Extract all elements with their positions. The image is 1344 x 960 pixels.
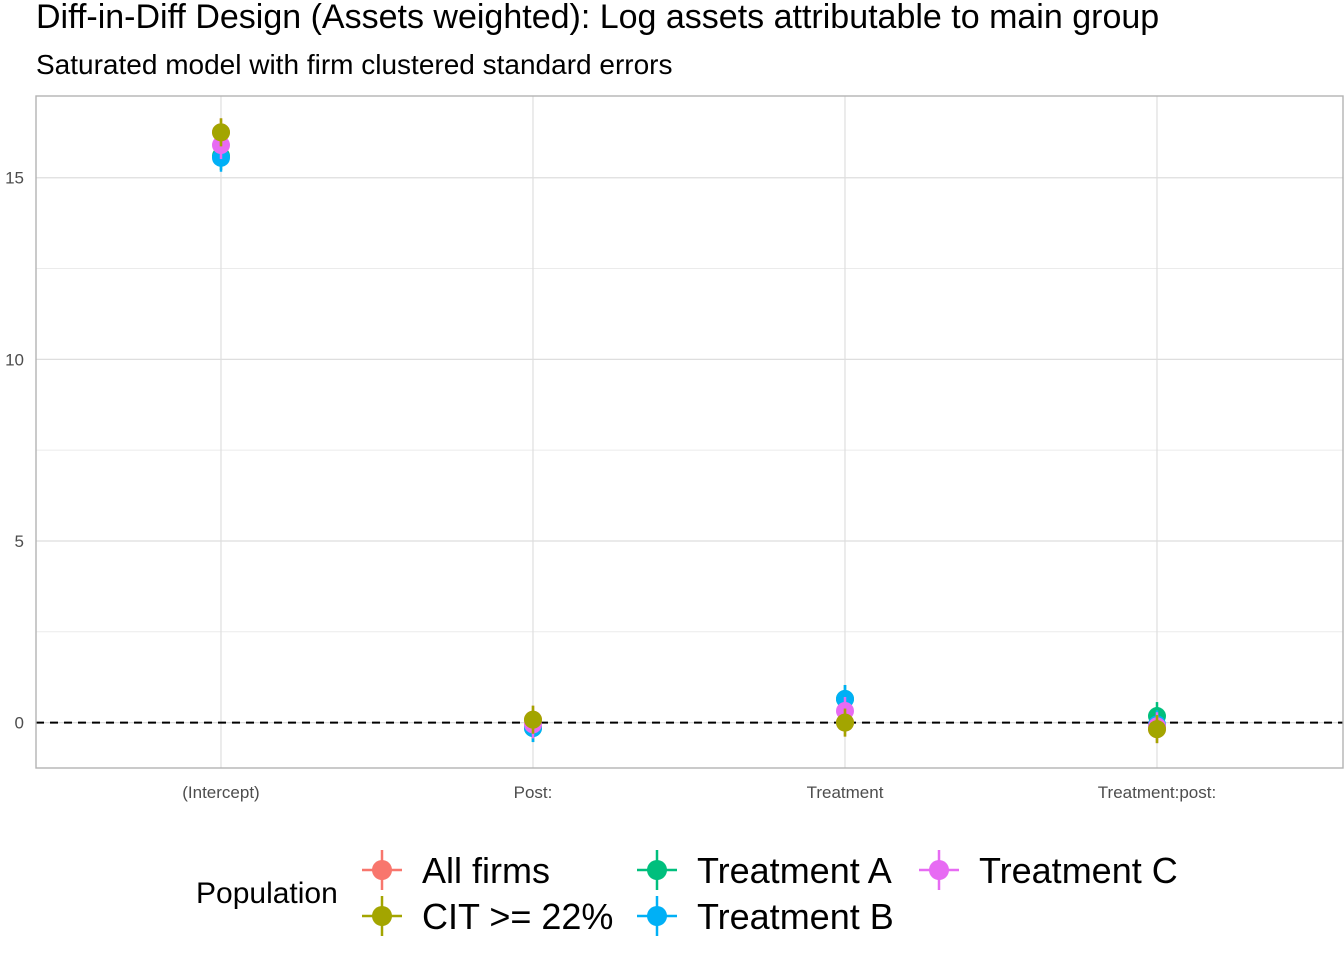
legend-label: All firms bbox=[422, 850, 550, 891]
data-point bbox=[836, 708, 854, 737]
legend-key-marker bbox=[372, 860, 392, 880]
plot-panel: 0 5 10 15 (Intercept) Post: Treatment Treatment… bbox=[5, 95, 1344, 802]
point-marker bbox=[836, 713, 854, 732]
legend-title: Population bbox=[196, 877, 338, 910]
chart-title: Diff-in-Diff Design (Assets weighted): L… bbox=[36, 0, 1159, 36]
point-marker bbox=[1148, 720, 1166, 739]
x-tick-label: Post: bbox=[514, 783, 553, 802]
legend-label: Treatment C bbox=[979, 850, 1178, 891]
x-tick-label: Treatment bbox=[807, 783, 884, 802]
chart-subtitle: Saturated model with firm clustered stan… bbox=[36, 49, 673, 80]
legend-entry: All firms bbox=[362, 850, 550, 891]
panel-border bbox=[35, 95, 1344, 769]
point-marker bbox=[212, 123, 230, 142]
legend-label: CIT >= 22% bbox=[422, 896, 613, 937]
legend-entry: CIT >= 22% bbox=[362, 896, 613, 937]
legend-key-marker bbox=[647, 906, 667, 926]
y-tick-label: 0 bbox=[15, 714, 24, 733]
y-tick-label: 15 bbox=[5, 169, 24, 188]
y-tick-label: 5 bbox=[15, 532, 24, 551]
point-marker bbox=[524, 710, 542, 729]
data-point bbox=[524, 705, 542, 734]
legend-key-marker bbox=[929, 860, 949, 880]
legend-key-marker bbox=[372, 906, 392, 926]
legend-label: Treatment A bbox=[697, 850, 892, 891]
legend-label: Treatment B bbox=[697, 896, 894, 937]
legend-entry: Treatment C bbox=[919, 850, 1178, 891]
legend-entry: Treatment B bbox=[637, 896, 894, 937]
legend-entry: Treatment A bbox=[637, 850, 892, 891]
x-tick-label: Treatment:post: bbox=[1098, 783, 1216, 802]
data-point bbox=[1148, 715, 1166, 744]
legend-key-marker bbox=[647, 860, 667, 880]
y-tick-label: 10 bbox=[5, 350, 24, 369]
x-tick-label: (Intercept) bbox=[182, 783, 259, 802]
data-point bbox=[212, 118, 230, 147]
legend: Population All firms CIT >= 22% Treatment … bbox=[196, 850, 1178, 937]
